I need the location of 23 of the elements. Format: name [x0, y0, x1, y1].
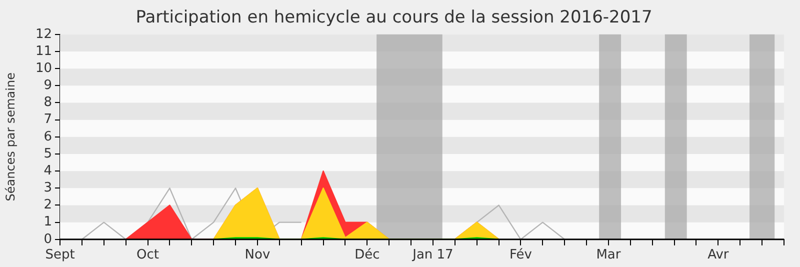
x-tick-label: Mar	[596, 248, 622, 263]
y-tick-label: 12	[35, 26, 52, 42]
y-tick-label: 10	[35, 60, 52, 76]
x-tick-label: Oct	[136, 248, 159, 263]
y-tick-label: 1	[44, 214, 52, 230]
y-tick-label: 8	[44, 95, 52, 110]
y-tick-label: 2	[44, 198, 52, 213]
x-tick-label: Fév	[509, 248, 532, 263]
x-tick-label: Sept	[45, 248, 75, 263]
y-tick-label: 6	[44, 129, 52, 144]
y-tick-label: 3	[44, 180, 52, 196]
y-tick-label: 5	[44, 146, 52, 162]
y-tick-label: 7	[44, 112, 52, 128]
y-tick-label: 0	[44, 232, 52, 247]
x-tick-label: Déc	[354, 248, 380, 263]
x-tick-label: Avr	[708, 248, 730, 263]
y-axis-title: Séances par semaine	[3, 72, 18, 202]
y-tick-label: 11	[35, 44, 52, 59]
x-tick-label: Nov	[244, 248, 270, 263]
x-tick-label: Jan 17	[412, 248, 454, 263]
chart-title: Participation en hemicycle au cours de la session 2016-2017	[136, 8, 652, 28]
y-tick-label: 4	[44, 163, 52, 178]
y-tick-label: 9	[44, 78, 52, 94]
